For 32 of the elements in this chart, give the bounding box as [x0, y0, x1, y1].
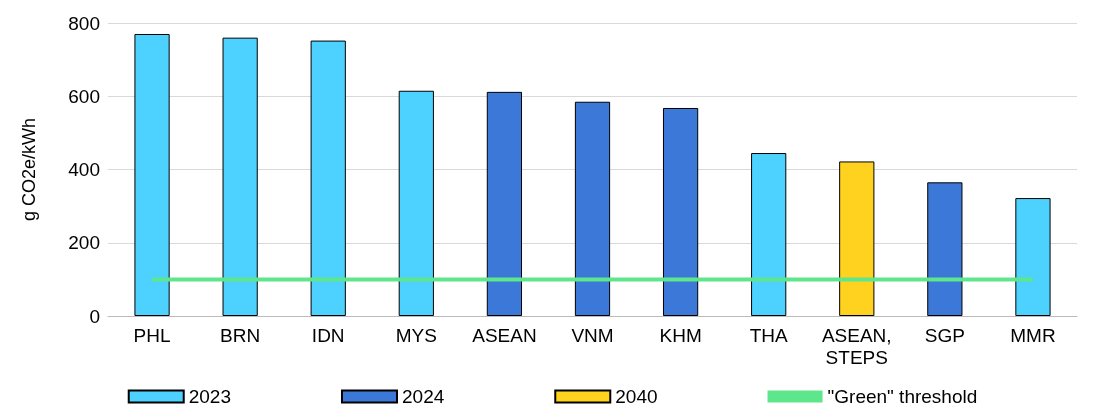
x-tick-label: PHL: [133, 324, 171, 346]
legend-label: 2024: [402, 386, 445, 407]
y-tick-label: 400: [68, 159, 100, 180]
bar: [398, 90, 434, 316]
y-axis-title: g CO2e/kWh: [19, 117, 39, 222]
x-tick-label: KHM: [659, 324, 702, 346]
y-tick-label: 800: [68, 12, 100, 34]
x-tick-label: MYS: [395, 324, 437, 346]
bar: [486, 91, 523, 316]
bar: [662, 107, 699, 316]
x-tick-label: IDN: [311, 324, 345, 346]
legend-label: 2023: [188, 386, 232, 407]
bar: [574, 101, 611, 316]
x-tick-label: ASEAN: [472, 324, 537, 346]
y-tick-label: 600: [68, 85, 100, 107]
y-tick-label: 0: [89, 305, 100, 327]
x-tick-label: MMR: [1010, 324, 1056, 346]
bar: [839, 161, 875, 316]
bar: [222, 37, 258, 316]
legend-label: 2040: [615, 386, 658, 407]
bar: [927, 182, 963, 316]
x-tick-label: ASEAN, STEPS: [821, 324, 892, 368]
bar: [1015, 198, 1051, 316]
x-tick-label: BRN: [220, 324, 261, 346]
bar: [751, 153, 787, 316]
x-tick-label: THA: [749, 324, 789, 346]
x-tick-label: VNM: [571, 324, 614, 346]
bar: [134, 33, 170, 316]
bar: [310, 40, 346, 316]
x-tick-label: SGP: [924, 324, 965, 346]
legend-label: "Green" threshold: [827, 386, 978, 407]
y-tick-label: 200: [68, 232, 100, 254]
